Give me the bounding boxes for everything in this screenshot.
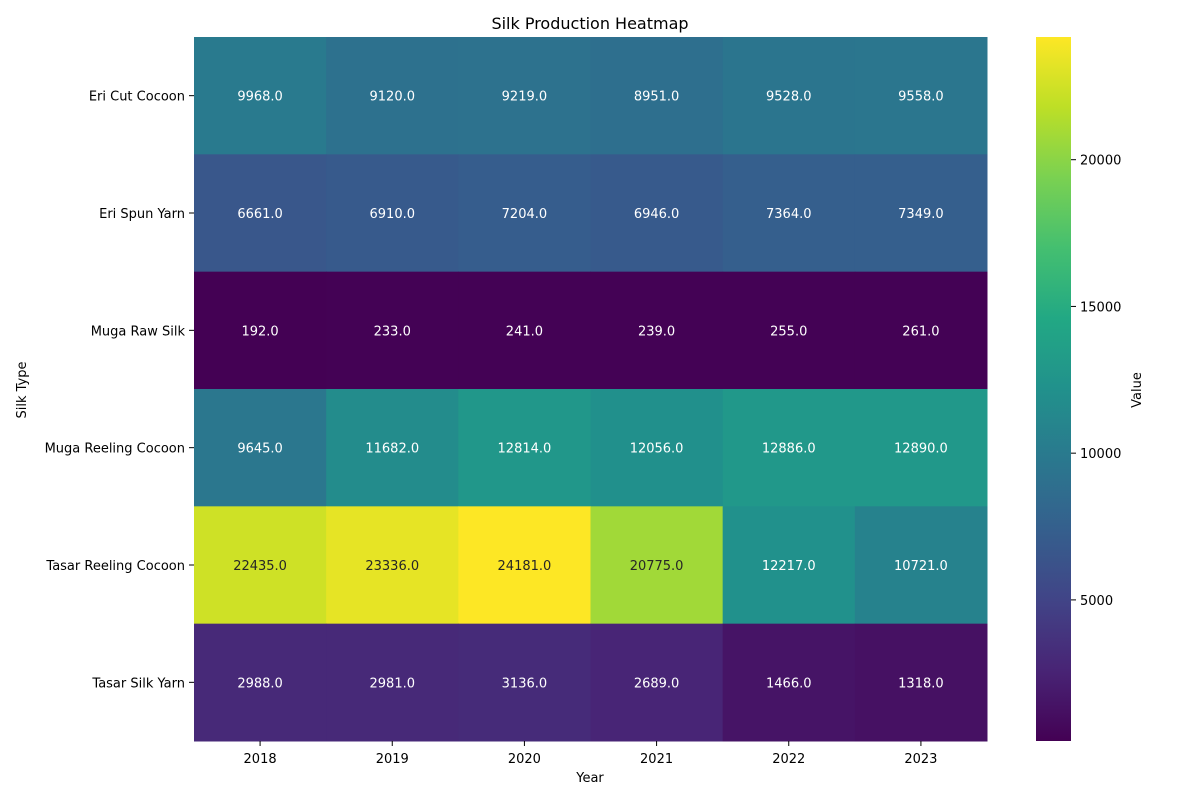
heatmap-cell	[722, 506, 856, 625]
cell-value-label: 9219.0	[502, 90, 548, 105]
heatmap-cell	[326, 389, 459, 507]
cell-value-label: 233.0	[374, 324, 411, 339]
cell-value-label: 12886.0	[762, 442, 816, 457]
heatmap-cell	[326, 37, 459, 155]
x-tick-label: 2020	[508, 752, 541, 767]
heatmap-cell	[854, 154, 988, 273]
heatmap-cell	[326, 623, 459, 742]
colorbar-tick-label: 5000	[1080, 594, 1113, 609]
cell-value-label: 255.0	[770, 324, 807, 339]
x-tick-label: 2022	[772, 752, 805, 767]
heatmap-cell	[458, 271, 591, 390]
x-tick-label: 2019	[376, 752, 409, 767]
heatmap-cell	[854, 271, 988, 390]
heatmap-cell	[458, 389, 591, 507]
cell-value-label: 9120.0	[370, 90, 416, 105]
cell-value-label: 6661.0	[237, 207, 283, 222]
y-axis: Eri Cut Cocoon Eri Spun Yarn Muga Raw Silk…	[45, 90, 194, 691]
colorbar-tick-label: 10000	[1080, 447, 1121, 462]
y-tick-label: Tasar Reeling Cocoon	[45, 559, 185, 574]
heatmap-cell	[722, 154, 856, 273]
cell-value-label: 7364.0	[766, 207, 812, 222]
x-tick-label: 2023	[904, 752, 937, 767]
x-tick-label: 2021	[640, 752, 673, 767]
heatmap-cell	[194, 389, 327, 507]
cell-value-label: 1318.0	[898, 676, 944, 691]
y-axis-label: Silk Type	[15, 362, 30, 419]
cell-value-label: 7204.0	[502, 207, 548, 222]
heatmap-cell	[194, 623, 327, 742]
cell-value-label: 22435.0	[233, 559, 287, 574]
heatmap-cell	[194, 506, 327, 625]
cell-value-label: 6910.0	[370, 207, 416, 222]
heatmap-cell	[326, 154, 459, 273]
cell-value-label: 9558.0	[898, 90, 944, 105]
cell-value-label: 24181.0	[498, 559, 552, 574]
cell-value-label: 12814.0	[498, 442, 552, 457]
heatmap-cell	[326, 271, 459, 390]
heatmap-cell	[326, 506, 459, 625]
cell-value-label: 239.0	[638, 324, 675, 339]
heatmap-cell	[590, 389, 724, 507]
colorbar-label: Value	[1130, 372, 1145, 408]
cell-value-label: 8951.0	[634, 90, 680, 105]
colorbar-ticks: 5000 10000 15000 20000	[1071, 154, 1121, 609]
cell-value-label: 11682.0	[365, 442, 419, 457]
cell-value-label: 1466.0	[766, 676, 812, 691]
heatmap-cell	[458, 154, 591, 273]
cell-value-label: 9528.0	[766, 90, 812, 105]
heatmap-cell	[854, 623, 988, 742]
y-tick-label: Muga Reeling Cocoon	[45, 442, 185, 457]
cell-value-label: 12890.0	[894, 442, 948, 457]
y-tick-label: Eri Cut Cocoon	[89, 90, 185, 105]
cell-value-label: 12056.0	[630, 442, 684, 457]
cell-value-label: 20775.0	[630, 559, 684, 574]
heatmap-cell	[590, 154, 724, 273]
cell-value-label: 261.0	[902, 324, 939, 339]
colorbar-tick-label: 15000	[1080, 300, 1121, 315]
y-tick-label: Tasar Silk Yarn	[91, 676, 185, 691]
chart-title: Silk Production Heatmap	[491, 14, 688, 33]
heatmap-cell	[590, 506, 724, 625]
cell-value-label: 6946.0	[634, 207, 680, 222]
heatmap-cell	[722, 37, 856, 155]
heatmap-cell	[722, 271, 856, 390]
cell-value-label: 192.0	[241, 324, 278, 339]
heatmap-cell	[590, 37, 724, 155]
x-axis: 2018 2019 2020 2021 2022 2023	[244, 741, 937, 767]
heatmap-cell	[194, 271, 327, 390]
heatmap-cell	[458, 37, 591, 155]
heatmap-cell	[722, 623, 856, 742]
cell-value-label: 2981.0	[370, 676, 416, 691]
cell-value-label: 2988.0	[237, 676, 283, 691]
y-tick-label: Muga Raw Silk	[91, 324, 186, 339]
colorbar-tick-label: 20000	[1080, 154, 1121, 169]
x-tick-label: 2018	[244, 752, 277, 767]
heatmap-cell	[194, 37, 327, 155]
heatmap-cell	[854, 389, 988, 507]
x-axis-label: Year	[575, 771, 604, 786]
heatmap-cell	[194, 154, 327, 273]
cell-value-label: 12217.0	[762, 559, 816, 574]
cell-value-label: 7349.0	[898, 207, 944, 222]
heatmap-cell	[590, 271, 724, 390]
heatmap-cell	[722, 389, 856, 507]
cell-value-label: 2689.0	[634, 676, 680, 691]
cell-value-label: 10721.0	[894, 559, 948, 574]
heatmap-cells: 9968.0 9120.0 9219.0 8951.0 9528.0 9558.0 6661…	[194, 37, 988, 742]
heatmap-cell	[458, 623, 591, 742]
heatmap-cell	[590, 623, 724, 742]
heatmap-cell	[458, 506, 591, 625]
cell-value-label: 9968.0	[237, 90, 283, 105]
cell-value-label: 241.0	[506, 324, 543, 339]
colorbar: 5000 10000 15000 20000	[1036, 37, 1121, 741]
heatmap-cell	[854, 37, 988, 155]
y-tick-label: Eri Spun Yarn	[99, 207, 185, 222]
cell-value-label: 23336.0	[365, 559, 419, 574]
colorbar-gradient	[1036, 37, 1071, 741]
cell-value-label: 9645.0	[237, 442, 283, 457]
cell-value-label: 3136.0	[502, 676, 548, 691]
heatmap-cell	[854, 506, 988, 625]
